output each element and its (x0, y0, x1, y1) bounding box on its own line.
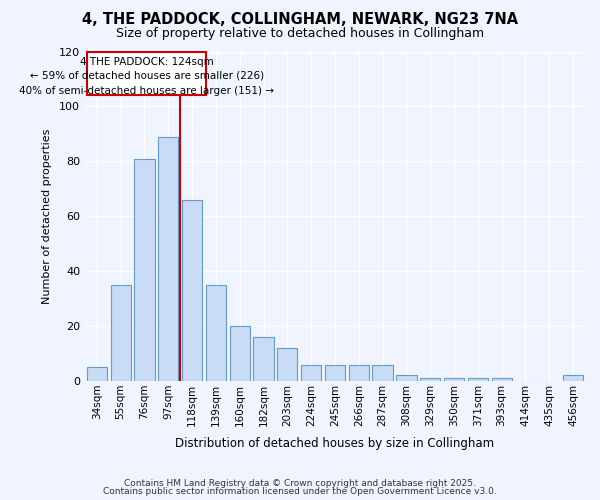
Bar (158, 136, 178, 381)
Bar (110, 285, 131, 381)
Text: Contains HM Land Registry data © Crown copyright and database right 2025.: Contains HM Land Registry data © Crown c… (124, 478, 476, 488)
Bar (325, 364, 345, 381)
Bar (253, 337, 274, 381)
Bar (563, 376, 583, 381)
Bar (468, 378, 488, 381)
Bar (396, 376, 416, 381)
Bar (301, 364, 321, 381)
Text: 4 THE PADDOCK: 124sqm: 4 THE PADDOCK: 124sqm (80, 57, 214, 67)
Bar (182, 200, 202, 381)
Text: 40% of semi-detached houses are larger (151) →: 40% of semi-detached houses are larger (… (19, 86, 274, 96)
Bar (491, 378, 512, 381)
X-axis label: Distribution of detached houses by size in Collingham: Distribution of detached houses by size … (175, 437, 494, 450)
Bar (230, 326, 250, 381)
Text: 4, THE PADDOCK, COLLINGHAM, NEWARK, NG23 7NA: 4, THE PADDOCK, COLLINGHAM, NEWARK, NG23… (82, 12, 518, 28)
Y-axis label: Number of detached properties: Number of detached properties (42, 128, 52, 304)
Bar (87, 368, 107, 381)
Bar (206, 285, 226, 381)
Bar (373, 364, 393, 381)
Bar (134, 158, 155, 381)
Text: Contains public sector information licensed under the Open Government Licence v3: Contains public sector information licen… (103, 487, 497, 496)
Text: Size of property relative to detached houses in Collingham: Size of property relative to detached ho… (116, 28, 484, 40)
Bar (444, 378, 464, 381)
Bar (349, 364, 369, 381)
Text: ← 59% of detached houses are smaller (226): ← 59% of detached houses are smaller (22… (30, 70, 264, 81)
Bar (277, 348, 298, 381)
Bar (420, 378, 440, 381)
Bar (88, 52, 206, 96)
